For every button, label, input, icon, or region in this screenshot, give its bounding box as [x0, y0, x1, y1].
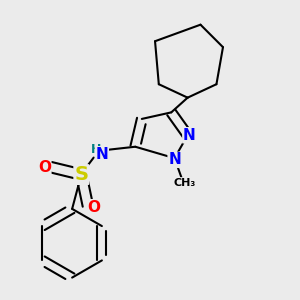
Text: S: S: [74, 165, 88, 184]
Text: O: O: [87, 200, 100, 215]
Text: H: H: [91, 142, 101, 155]
Text: O: O: [38, 160, 51, 175]
Text: N: N: [95, 147, 108, 162]
Text: N: N: [183, 128, 196, 143]
Text: N: N: [168, 152, 181, 167]
Text: CH₃: CH₃: [173, 178, 196, 188]
